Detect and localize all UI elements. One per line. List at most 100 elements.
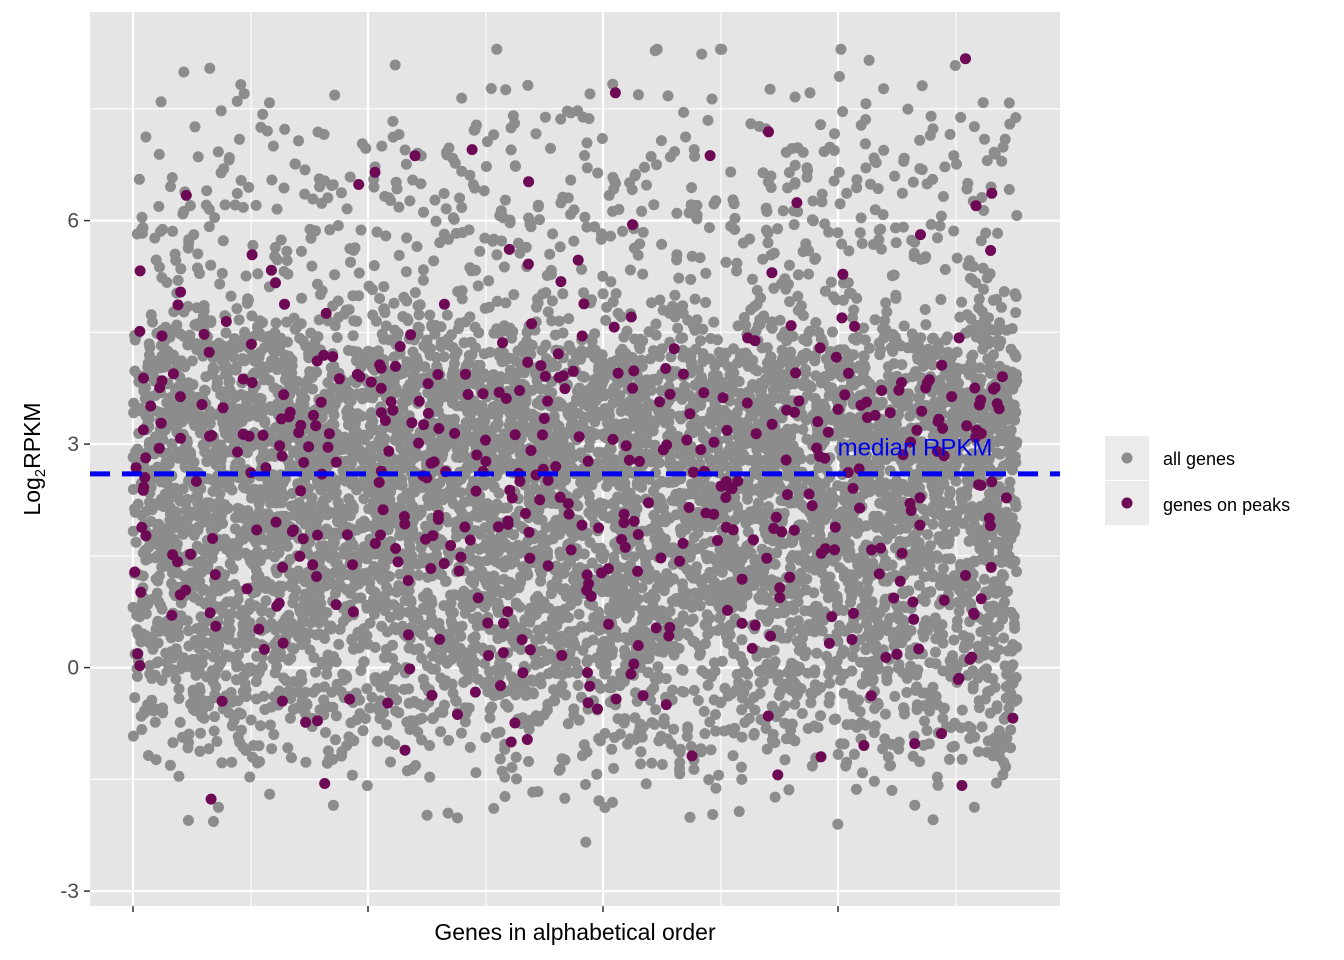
gene-point <box>834 562 846 574</box>
gene-point <box>740 510 752 521</box>
gene-point <box>784 259 795 271</box>
gene-point <box>374 293 386 304</box>
gene-point <box>605 443 617 455</box>
gene-point <box>244 771 256 783</box>
gene-point <box>393 249 405 261</box>
gene-point <box>531 301 543 313</box>
gene-point <box>653 735 665 747</box>
gene-point <box>944 128 956 140</box>
gene-point <box>247 239 259 251</box>
gene-point <box>157 702 168 714</box>
gene-point <box>133 173 145 185</box>
gene-point <box>792 269 804 281</box>
gene-point <box>760 202 772 214</box>
gene-point <box>140 131 152 143</box>
gene-point <box>672 322 684 334</box>
gene-point <box>409 287 421 299</box>
gene-point <box>544 248 556 260</box>
gene-point <box>388 297 400 309</box>
gene-point <box>921 725 933 736</box>
gene-point <box>968 121 980 133</box>
gene-point <box>434 237 446 249</box>
gene-point <box>968 801 980 813</box>
gene-point <box>483 275 495 287</box>
gene-point <box>999 133 1011 145</box>
gene-point <box>474 245 486 257</box>
gene-point <box>769 737 781 749</box>
gene-point <box>488 802 500 814</box>
gene-point <box>769 791 781 803</box>
gene-point <box>299 164 311 176</box>
gene-point <box>703 774 715 786</box>
gene-point <box>484 712 496 724</box>
gene-point <box>764 397 776 409</box>
gene-point <box>211 736 223 747</box>
gene-point <box>187 703 199 715</box>
gene-point <box>470 767 482 779</box>
gene-point <box>388 351 400 363</box>
gene-point <box>427 650 438 662</box>
gene-point <box>523 723 535 735</box>
gene-point <box>655 641 667 653</box>
gene-point <box>779 754 791 766</box>
gene-point <box>309 337 321 349</box>
gene-point <box>794 623 806 635</box>
gene-point <box>732 320 744 332</box>
gene-point <box>710 725 722 737</box>
gene-point <box>231 188 243 199</box>
gene-point <box>878 332 890 344</box>
gene-point <box>510 160 521 172</box>
gene-point <box>805 697 817 709</box>
gene-point <box>728 727 740 739</box>
gene-point <box>322 192 334 204</box>
gene-point <box>223 618 234 630</box>
gene-point <box>810 317 822 329</box>
gene-point <box>226 756 238 768</box>
gene-point <box>438 351 450 363</box>
gene-point <box>881 527 892 539</box>
gene-point <box>733 376 745 387</box>
gene-point <box>981 746 993 758</box>
gene-point <box>581 527 593 539</box>
gene-point <box>967 680 979 692</box>
gene-point <box>305 327 317 339</box>
gene-point <box>772 223 784 235</box>
gene-point <box>247 751 258 763</box>
gene-point <box>710 782 722 794</box>
gene-point <box>667 684 678 696</box>
gene-point <box>685 741 697 753</box>
gene-point <box>662 430 674 442</box>
gene-point <box>449 157 461 169</box>
gene-point <box>282 742 294 754</box>
gene-point <box>882 625 894 637</box>
gene-point <box>838 645 850 657</box>
gene-point <box>309 366 321 378</box>
gene-point <box>182 242 194 254</box>
gene-point <box>243 181 255 193</box>
gene-point <box>605 230 617 242</box>
gene-point <box>146 694 158 706</box>
gene-point <box>586 335 598 347</box>
gene-point <box>413 569 425 581</box>
gene-point <box>238 88 250 100</box>
gene-point <box>629 170 641 182</box>
gene-point <box>361 683 373 695</box>
gene-point <box>1011 210 1023 221</box>
gene-point <box>440 203 452 215</box>
gene-point <box>675 523 687 535</box>
gene-point <box>857 767 868 779</box>
gene-point <box>500 84 512 96</box>
gene-point <box>645 151 657 162</box>
gene-point <box>208 725 220 737</box>
gene-point <box>199 598 211 610</box>
gene-point <box>982 686 994 698</box>
gene-point <box>427 713 439 725</box>
gene-point <box>491 249 503 261</box>
gene-point <box>1006 645 1018 657</box>
gene-point <box>248 483 260 495</box>
gene-point <box>233 314 245 326</box>
gene-point <box>523 756 535 767</box>
gene-point <box>155 96 167 108</box>
gene-point <box>1009 348 1021 360</box>
gene-point <box>699 618 711 630</box>
